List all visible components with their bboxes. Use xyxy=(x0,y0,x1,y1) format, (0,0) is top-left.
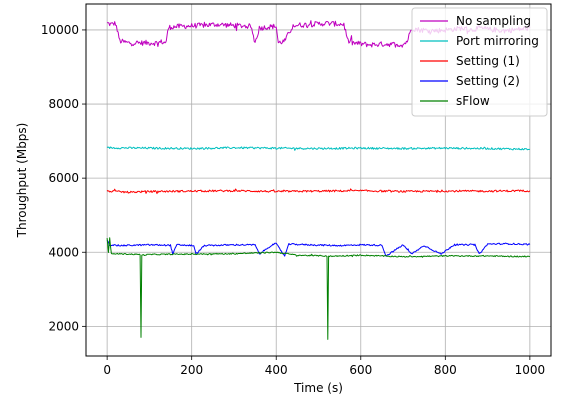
x-tick-label: 800 xyxy=(434,363,457,377)
y-tick-label: 8000 xyxy=(48,97,79,111)
x-tick-label: 1000 xyxy=(515,363,546,377)
legend: No sampling Port mirroring Setting (1) Sett… xyxy=(411,7,548,117)
y-tick-label: 10000 xyxy=(41,23,79,37)
plot-frame xyxy=(85,3,552,357)
legend-label: Setting (2) xyxy=(456,74,520,88)
axis-ticks: 0 200 400 600 800 1000 2000 4000 6000 8000 10000 xyxy=(41,23,545,377)
y-tick-label: 6000 xyxy=(48,171,79,185)
x-axis-label: Time (s) xyxy=(293,381,343,395)
x-tick-label: 400 xyxy=(265,363,288,377)
y-tick-label: 4000 xyxy=(48,245,79,259)
x-tick-label: 200 xyxy=(180,363,203,377)
x-tick-label: 600 xyxy=(349,363,372,377)
legend-label: Port mirroring xyxy=(456,34,539,48)
y-tick-label: 2000 xyxy=(48,319,79,333)
series-line xyxy=(106,239,531,257)
x-tick-label: 0 xyxy=(103,363,111,377)
legend-label: Setting (1) xyxy=(456,54,520,68)
series-line xyxy=(106,188,531,195)
legend-box xyxy=(411,7,548,117)
series-line xyxy=(106,146,531,151)
y-axis-label: Throughput (Mbps) xyxy=(15,123,29,239)
legend-label: sFlow xyxy=(456,94,490,108)
legend-label: No sampling xyxy=(456,14,531,28)
series-line xyxy=(106,237,531,340)
